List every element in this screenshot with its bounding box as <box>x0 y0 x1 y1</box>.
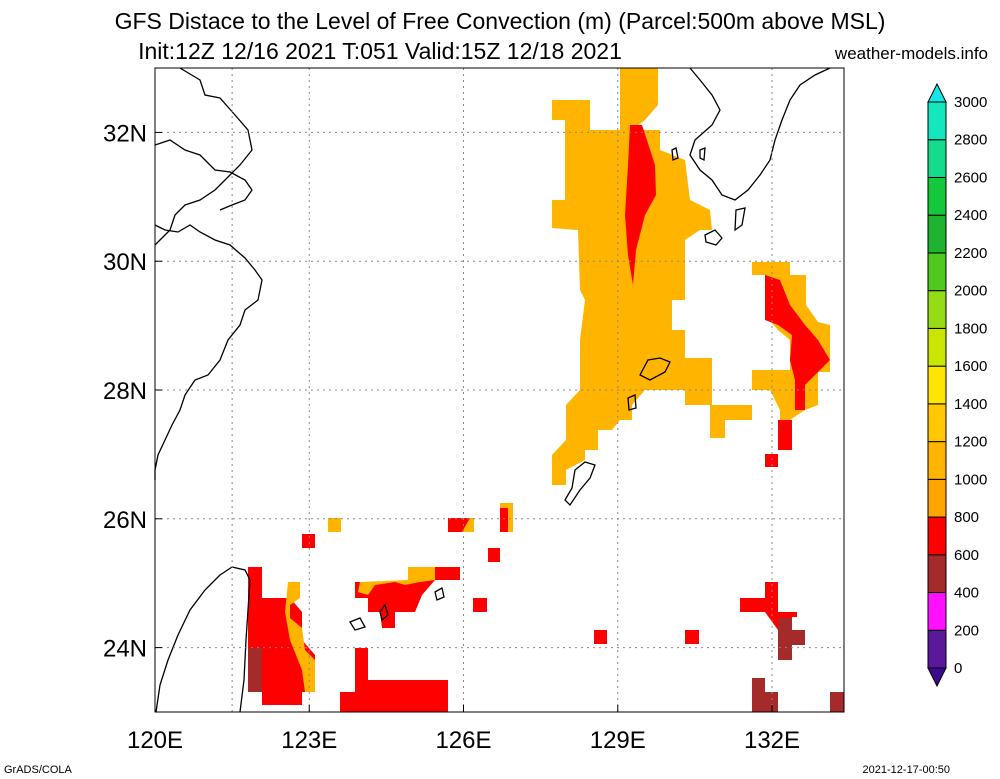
lat-tick-label: 24N <box>103 636 147 663</box>
colorbar-segment <box>927 176 947 216</box>
field-red-s3 <box>302 534 315 548</box>
lat-tick-label: 30N <box>103 249 147 276</box>
colorbar-segment <box>927 403 947 443</box>
footer-left: GrADS/COLA <box>4 764 72 776</box>
lon-tick-label: 123E <box>281 727 337 754</box>
field-red-cell <box>765 454 778 467</box>
colorbar-label: 2800 <box>954 132 987 149</box>
coast-island5 <box>349 617 366 631</box>
lat-tick-label: 26N <box>103 507 147 534</box>
colorbar-label: 1800 <box>954 320 987 337</box>
field-red-s9 <box>685 630 699 644</box>
lon-tick-label: 126E <box>435 727 491 754</box>
colorbar-segment <box>927 478 947 518</box>
lfc-field <box>248 68 844 712</box>
field-red-east2 <box>778 420 792 450</box>
colorbar-segment <box>927 101 947 141</box>
field-red-s8 <box>594 630 607 644</box>
lat-tick-label: 28N <box>103 378 147 405</box>
colorbar-label: 400 <box>954 585 979 602</box>
colorbar-label: 2200 <box>954 245 987 262</box>
field-brown-se2 <box>752 678 778 712</box>
field-red-sw <box>248 567 315 705</box>
colorbar-segment <box>927 441 947 480</box>
coast-island1 <box>639 357 671 381</box>
colorbar-label: 600 <box>954 547 979 564</box>
coast-island3 <box>704 229 723 246</box>
colorbar-bottom-arrow <box>927 667 947 688</box>
chart-title: GFS Distace to the Level of Free Convect… <box>114 8 886 34</box>
colorbar-label: 200 <box>954 622 979 639</box>
field-red-se4 <box>792 612 797 617</box>
field-red-s2 <box>500 508 508 532</box>
field-red-streak <box>625 125 656 285</box>
coast-kyushu <box>689 67 831 201</box>
colorbar-segment <box>927 554 947 594</box>
field-brown-se <box>778 618 805 660</box>
colorbar-segment <box>927 365 947 405</box>
field-orange-top <box>620 68 658 130</box>
colorbar-label: 1200 <box>954 434 987 451</box>
colorbar-label: 0 <box>954 660 962 677</box>
colorbar-label: 1000 <box>954 471 987 488</box>
lon-tick-label: 132E <box>744 727 800 754</box>
coast-china <box>154 67 263 480</box>
field-red-s1 <box>448 518 470 532</box>
field-orange-sw <box>285 582 315 692</box>
gridlines <box>155 68 844 712</box>
site-label: weather-models.info <box>834 44 988 63</box>
field-brown-sw <box>248 648 262 692</box>
field-orange-s3 <box>328 518 341 532</box>
field-orange-north <box>552 100 752 485</box>
colorbar-label: 3000 <box>954 94 987 111</box>
lat-tick-label: 32N <box>103 120 147 147</box>
colorbar-segment <box>927 252 947 292</box>
coast-island9 <box>699 147 706 162</box>
field-red-s4 <box>488 548 500 562</box>
colorbar-label: 2000 <box>954 283 987 300</box>
field-brown-se3 <box>830 692 844 712</box>
colorbar-segment <box>927 214 947 254</box>
field-red-s6 <box>473 598 487 612</box>
coast-taiwan <box>155 566 251 713</box>
colorbar-segment <box>927 290 947 329</box>
colorbar: 0 200 400 600 800 1000 1200 1400 1600 1800 2000 220… <box>927 82 987 688</box>
colorbar-label: 1400 <box>954 396 987 413</box>
field-red-east <box>765 275 830 410</box>
lon-tick-label: 120E <box>127 727 183 754</box>
colorbar-label: 2600 <box>954 169 987 186</box>
coastlines <box>154 67 831 713</box>
field-orange-s5 <box>358 567 435 595</box>
colorbar-segment <box>927 629 947 669</box>
coast-island4 <box>734 207 746 232</box>
coast-island2 <box>564 461 596 507</box>
colorbar-segment <box>927 327 947 367</box>
colorbar-label: 2400 <box>954 207 987 224</box>
colorbar-segment <box>927 516 947 556</box>
coast-island8 <box>627 394 637 411</box>
colorbar-label: 1600 <box>954 358 987 375</box>
colorbar-segment <box>927 139 947 178</box>
axis-ticks: 120E 123E 126E 129E 132E 24N 26N 28N 30N 32N <box>103 120 800 754</box>
chart-subtitle: Init:12Z 12/16 2021 T:051 Valid:15Z 12/1… <box>138 38 622 64</box>
colorbar-segment <box>927 592 947 631</box>
colorbar-top-arrow <box>927 82 947 103</box>
field-red-s7 <box>340 648 448 712</box>
coast-island10 <box>671 147 679 161</box>
coast-island7 <box>434 586 445 601</box>
lon-tick-label: 129E <box>590 727 646 754</box>
coast-china-bay <box>154 139 253 211</box>
colorbar-label: 800 <box>954 509 979 526</box>
footer-right: 2021-12-17-00:50 <box>862 764 950 776</box>
coast-island6 <box>379 603 389 622</box>
